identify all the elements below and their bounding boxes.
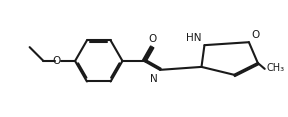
Text: O: O [252,30,260,40]
Text: O: O [148,34,156,44]
Text: HN: HN [186,33,202,43]
Text: N: N [150,74,158,84]
Text: O: O [52,56,60,66]
Text: CH₃: CH₃ [267,63,285,73]
